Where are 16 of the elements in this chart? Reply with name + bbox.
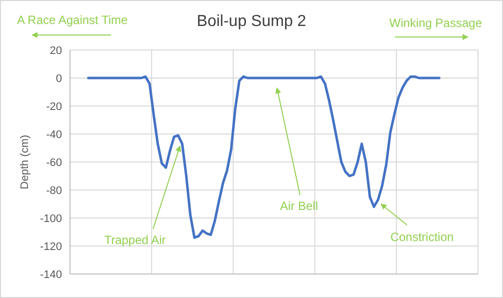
y-tick-label: 20	[50, 44, 62, 57]
chart-title: Boil-up Sump 2	[196, 13, 306, 30]
y-tick-label: -120	[40, 240, 62, 253]
y-axis-title: Depth (cm)	[19, 134, 31, 190]
y-tick-label: -20	[46, 100, 62, 113]
annotation: Air Bell	[280, 199, 318, 214]
y-tick-label: -80	[46, 184, 62, 197]
y-tick-label: -60	[46, 156, 62, 169]
text: Winking Passage	[389, 16, 482, 30]
annotation: Constriction	[390, 230, 454, 244]
y-tick-label: -40	[46, 128, 62, 141]
y-tick-label: -140	[40, 268, 62, 281]
annotation: Trapped Air	[104, 233, 166, 248]
y-tick-label: -100	[40, 212, 62, 225]
y-tick-label: 0	[56, 72, 62, 85]
text: A Race Against Time	[17, 13, 128, 28]
